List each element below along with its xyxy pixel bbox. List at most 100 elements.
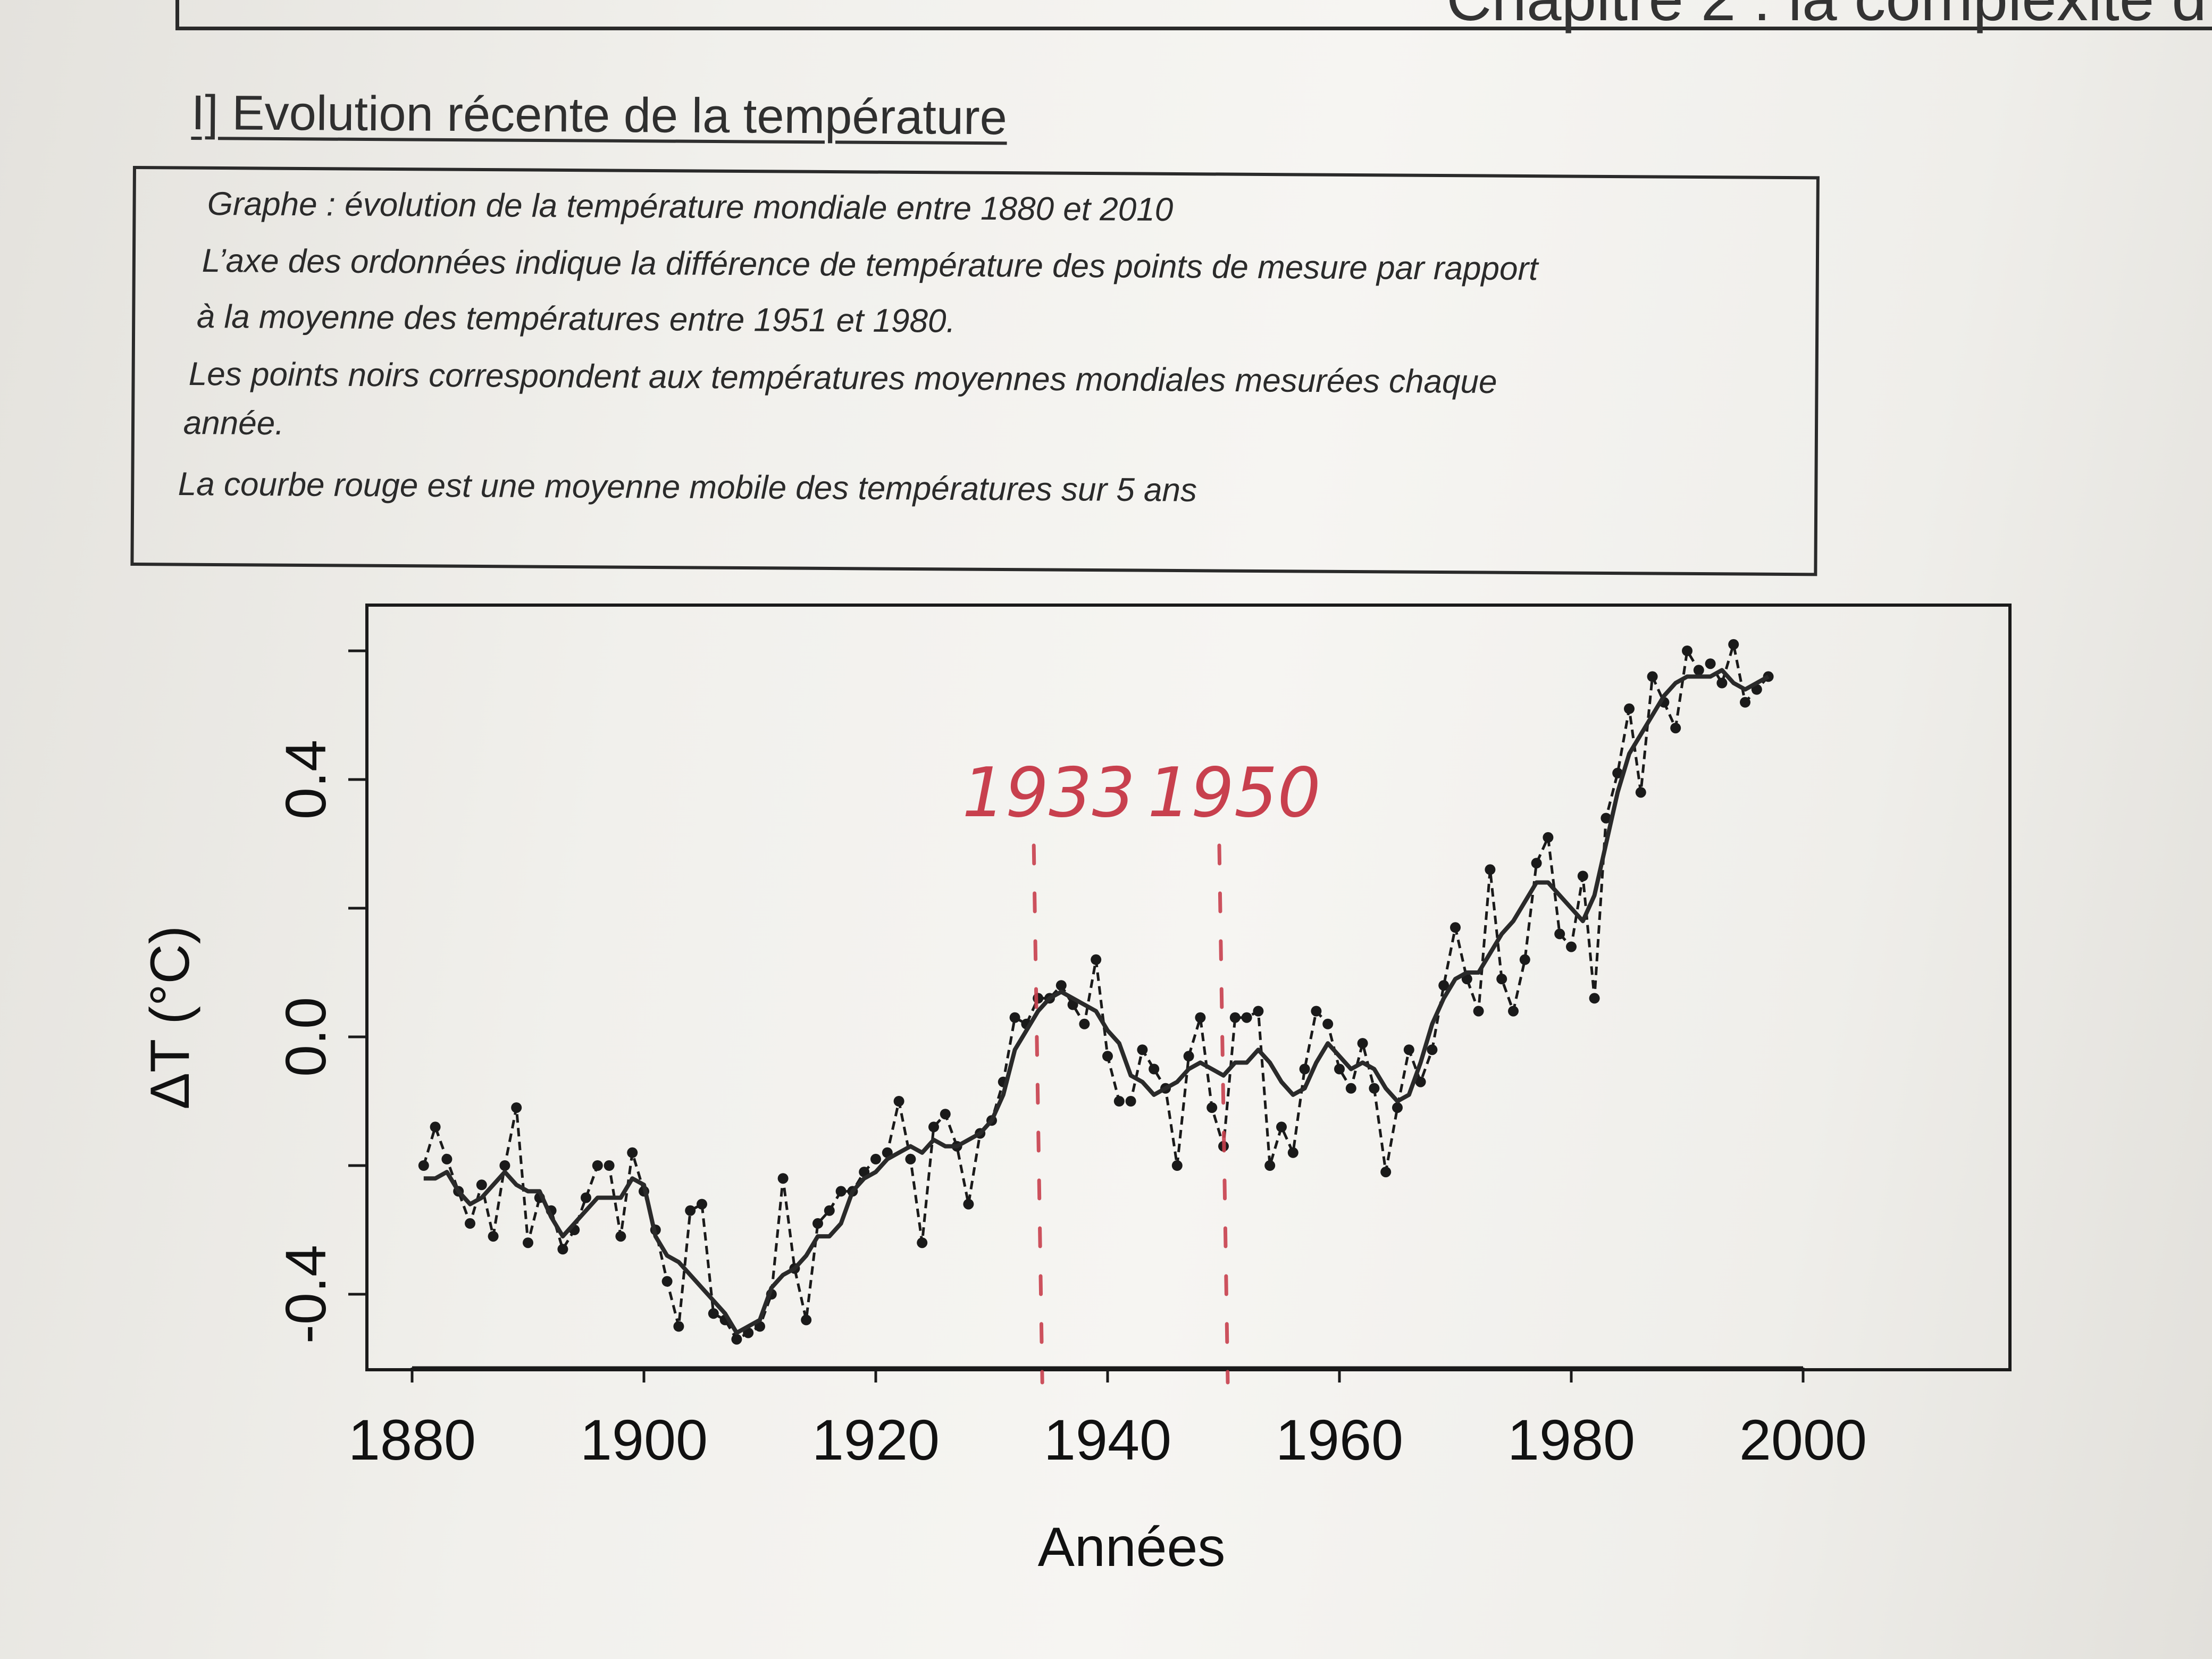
annotation-label: 1933	[962, 753, 1135, 833]
data-point	[1624, 703, 1635, 714]
data-point	[1496, 974, 1507, 985]
data-point	[1311, 1006, 1322, 1017]
data-point	[1531, 858, 1542, 869]
data-point	[1380, 1167, 1392, 1178]
data-point	[1299, 1063, 1310, 1075]
data-point	[1612, 767, 1623, 778]
data-point	[905, 1153, 916, 1164]
chapter-title: Chapitre 2 : la complexité d	[1446, 0, 2207, 35]
series-moving-average-line	[423, 668, 1770, 1335]
data-point	[661, 1276, 673, 1287]
data-point	[592, 1160, 603, 1171]
y-tick-label: 0.0	[273, 997, 338, 1077]
annotation-dashed-line	[1032, 843, 1044, 1385]
data-point	[1577, 870, 1588, 882]
data-point	[824, 1205, 835, 1216]
data-point	[1125, 1096, 1136, 1107]
data-point	[1287, 1147, 1298, 1158]
x-tick-label: 1940	[1044, 1407, 1171, 1472]
data-point	[928, 1121, 939, 1133]
data-point	[870, 1153, 881, 1164]
data-point	[777, 1173, 789, 1184]
data-point	[1693, 665, 1704, 676]
data-point	[1091, 954, 1102, 965]
data-point	[1554, 928, 1565, 940]
data-point	[812, 1218, 823, 1229]
plot-area: 1880 1900 1920 1940 1960 1980 2000 -0.4 0.0 0.4 An…	[139, 604, 2012, 1578]
data-point	[1229, 1012, 1241, 1023]
data-point	[1195, 1012, 1206, 1023]
y-tick-label: 0.4	[273, 740, 338, 819]
data-point	[1102, 1051, 1113, 1062]
data-point	[940, 1109, 951, 1120]
data-point	[1171, 1160, 1183, 1171]
data-point	[1241, 1012, 1252, 1023]
data-point	[1079, 1018, 1090, 1029]
data-point	[1635, 787, 1646, 798]
data-point	[1427, 1044, 1438, 1055]
data-point	[1334, 1063, 1345, 1075]
data-point	[1519, 954, 1530, 965]
data-point	[697, 1199, 707, 1210]
data-point	[465, 1218, 475, 1229]
data-point	[441, 1153, 453, 1164]
annotation-dashed-line	[1217, 843, 1230, 1385]
data-point	[1601, 812, 1612, 824]
data-point	[1137, 1044, 1148, 1055]
data-point	[1450, 922, 1461, 933]
data-point	[1647, 671, 1658, 682]
data-point	[1149, 1063, 1160, 1075]
plot-frame	[365, 604, 2012, 1371]
y-tick-label: -0.4	[273, 1245, 338, 1344]
data-point	[1589, 993, 1600, 1004]
x-tick-label: 1960	[1276, 1407, 1403, 1472]
data-point	[1705, 658, 1716, 669]
data-point	[1415, 1076, 1426, 1087]
data-point	[581, 1192, 591, 1203]
chapter-header-box	[175, 0, 2212, 30]
data-point	[1345, 1083, 1356, 1094]
data-point	[615, 1231, 626, 1242]
y-axis-title: ΔT (°C)	[139, 926, 201, 1110]
data-point	[1322, 1018, 1334, 1029]
data-point	[1392, 1102, 1403, 1113]
data-point	[893, 1096, 904, 1107]
data-point	[685, 1205, 696, 1216]
data-point	[1369, 1083, 1380, 1094]
data-point	[835, 1186, 847, 1197]
data-point	[488, 1231, 499, 1242]
data-point	[1276, 1121, 1287, 1133]
x-tick-label: 1880	[348, 1407, 476, 1472]
annotation-label: 1950	[1147, 753, 1321, 833]
data-point	[418, 1160, 429, 1171]
data-point	[1682, 646, 1692, 656]
data-point	[708, 1308, 719, 1319]
data-point	[1508, 1006, 1519, 1017]
data-point	[673, 1321, 684, 1332]
data-point	[627, 1147, 638, 1158]
data-point	[1113, 1096, 1125, 1107]
x-tick-label: 2000	[1739, 1407, 1867, 1472]
data-point	[1055, 980, 1067, 991]
data-point	[1183, 1051, 1194, 1062]
data-point	[1670, 723, 1681, 734]
data-point	[801, 1314, 812, 1326]
data-point	[1403, 1044, 1414, 1055]
data-point	[1740, 697, 1750, 708]
data-point	[604, 1160, 615, 1171]
data-point	[1728, 639, 1739, 650]
data-point	[917, 1237, 928, 1249]
data-point	[557, 1244, 568, 1255]
data-point	[511, 1102, 522, 1113]
x-tick-label: 1900	[580, 1407, 708, 1472]
data-point	[963, 1199, 974, 1210]
data-point	[1009, 1012, 1020, 1023]
data-point	[1357, 1038, 1368, 1049]
data-point	[1543, 832, 1554, 843]
data-point	[1566, 941, 1577, 952]
x-tick-label: 1920	[812, 1407, 940, 1472]
data-point	[1438, 980, 1449, 991]
x-axis-title: Années	[1038, 1516, 1226, 1578]
data-point	[1485, 864, 1496, 875]
